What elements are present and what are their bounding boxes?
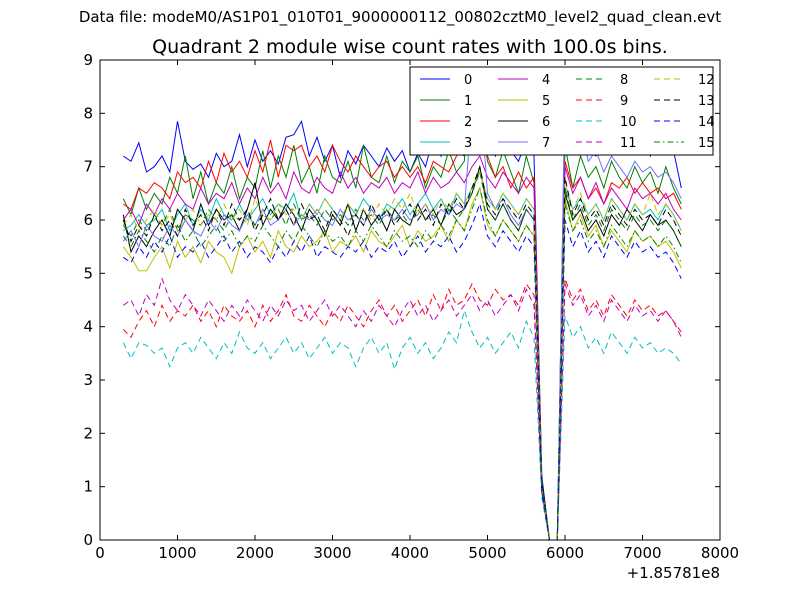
series-line-14 [123, 202, 682, 541]
y-tick-label: 8 [83, 104, 93, 122]
series-line-9 [122, 278, 682, 541]
x-tick-label: 2000 [236, 544, 274, 562]
legend-label-0: 0 [464, 73, 472, 88]
x-tick-label: 4000 [391, 544, 429, 562]
y-tick-label: 4 [83, 318, 93, 336]
legend-box [409, 66, 714, 156]
y-tick-label: 7 [83, 158, 93, 176]
series-line-5 [122, 186, 682, 541]
legend-label-3: 3 [464, 136, 472, 151]
legend-label-9: 9 [620, 94, 628, 109]
legend-label-15: 15 [698, 136, 715, 151]
legend-label-8: 8 [620, 73, 628, 88]
x-offset-label: +1.85781e8 [627, 564, 720, 582]
series-line-12 [122, 170, 682, 541]
legend-label-14: 14 [698, 115, 715, 130]
series-line-4 [122, 154, 682, 541]
legend-label-2: 2 [464, 115, 472, 130]
ticks-layer: 0 1000 2000 3000 4000 5000 6000 7000 80000123456… [83, 51, 739, 562]
y-tick-label: 3 [83, 371, 93, 389]
series-line-11 [123, 277, 682, 541]
series-line-15 [122, 186, 682, 541]
y-tick-label: 6 [83, 211, 93, 229]
legend-label-5: 5 [542, 94, 550, 109]
x-tick-label: 0 [95, 544, 105, 562]
legend-label-4: 4 [542, 73, 550, 88]
series-line-13 [122, 164, 682, 541]
x-tick-label: 1000 [158, 544, 196, 562]
y-tick-label: 9 [83, 51, 93, 69]
x-tick-label: 7000 [623, 544, 661, 562]
legend-label-10: 10 [620, 115, 637, 130]
x-tick-label: 3000 [313, 544, 351, 562]
chart-title: Quadrant 2 module wise count rates with … [152, 36, 668, 58]
legend-label-1: 1 [464, 94, 472, 109]
figure-suptitle: Data file: modeM0/AS1P01_010T01_90000001… [78, 8, 722, 26]
x-tick-label: 5000 [468, 544, 506, 562]
legend-label-11: 11 [620, 136, 637, 151]
series-line-7 [122, 86, 682, 541]
y-tick-label: 2 [83, 424, 93, 442]
x-tick-label: 8000 [701, 544, 739, 562]
y-tick-label: 0 [83, 531, 93, 549]
series-line-10 [122, 308, 682, 541]
legend-label-7: 7 [542, 136, 550, 151]
y-tick-label: 5 [83, 264, 93, 282]
legend-label-13: 13 [698, 94, 715, 109]
y-tick-label: 1 [83, 478, 93, 496]
series-layer [122, 73, 682, 541]
legend-label-12: 12 [698, 73, 715, 88]
legend-label-6: 6 [542, 115, 550, 130]
x-tick-label: 6000 [546, 544, 584, 562]
